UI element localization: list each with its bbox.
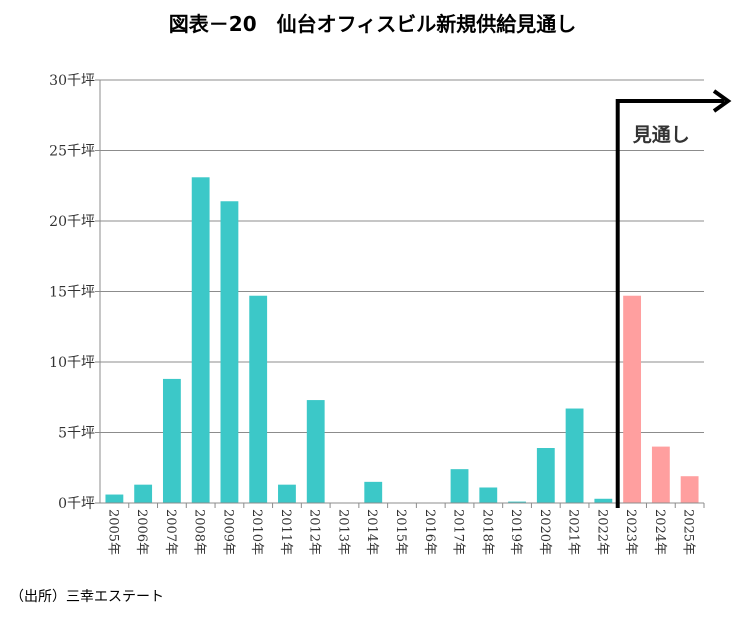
x-tick-label: 2014年 [364, 509, 379, 555]
x-tick-label: 2005年 [105, 509, 120, 555]
x-tick-label: 2012年 [307, 509, 322, 555]
bar [306, 400, 325, 503]
bar [278, 484, 296, 503]
bar [623, 295, 642, 503]
x-tick-label: 2007年 [163, 509, 178, 555]
bar-chart: 0千坪 5千坪 10千坪 15千坪 20千坪 25千坪 30千坪 2005年 2006年 2007… [49, 73, 732, 555]
y-tick-label: 25千坪 [49, 144, 95, 160]
bar [680, 476, 699, 503]
bar [134, 484, 153, 503]
y-tick-label: 15千坪 [49, 285, 95, 301]
forecast-annotation: 見通し [633, 124, 690, 146]
x-tick-label: 2016年 [422, 509, 437, 555]
bar [536, 448, 555, 503]
x-tick-label: 2021年 [566, 509, 581, 555]
x-tick-label: 2011年 [278, 509, 293, 555]
x-tick-label: 2008年 [192, 509, 207, 555]
x-tick-label: 2025年 [681, 509, 696, 555]
forecast-arrow-head [712, 89, 732, 113]
y-tick-label: 20千坪 [49, 214, 95, 230]
bar [191, 177, 210, 504]
source-note: （出所）三幸エステート [10, 589, 164, 605]
y-tick-label: 10千坪 [49, 355, 95, 371]
x-tick-label: 2022年 [594, 509, 609, 555]
bar [450, 469, 469, 503]
bar [364, 481, 383, 503]
x-tick-label: 2019年 [508, 509, 523, 555]
x-tick-label: 2024年 [652, 509, 667, 555]
bar [162, 378, 181, 503]
bar [594, 498, 613, 503]
x-tick-label: 2010年 [249, 509, 264, 555]
bar [220, 201, 239, 503]
bar [651, 446, 670, 503]
x-tick-label: 2013年 [335, 509, 350, 555]
y-tick-label: 5千坪 [58, 426, 95, 442]
x-tick-label: 2006年 [134, 509, 149, 555]
x-tick-label: 2017年 [451, 509, 466, 555]
bar [565, 408, 584, 503]
bar [249, 295, 268, 503]
bar [508, 501, 526, 503]
y-tick-label: 0千坪 [58, 496, 95, 512]
y-tick-label: 30千坪 [49, 73, 95, 89]
x-tick-label: 2009年 [220, 509, 235, 555]
bar [105, 494, 124, 503]
x-tick-label: 2023年 [623, 509, 638, 555]
x-tick-label: 2020年 [537, 509, 552, 555]
chart-title: 図表－20 仙台オフィスビル新規供給見通し [168, 12, 577, 36]
x-tick-label: 2015年 [393, 509, 408, 555]
bar [479, 487, 498, 503]
x-tick-label: 2018年 [479, 509, 494, 555]
